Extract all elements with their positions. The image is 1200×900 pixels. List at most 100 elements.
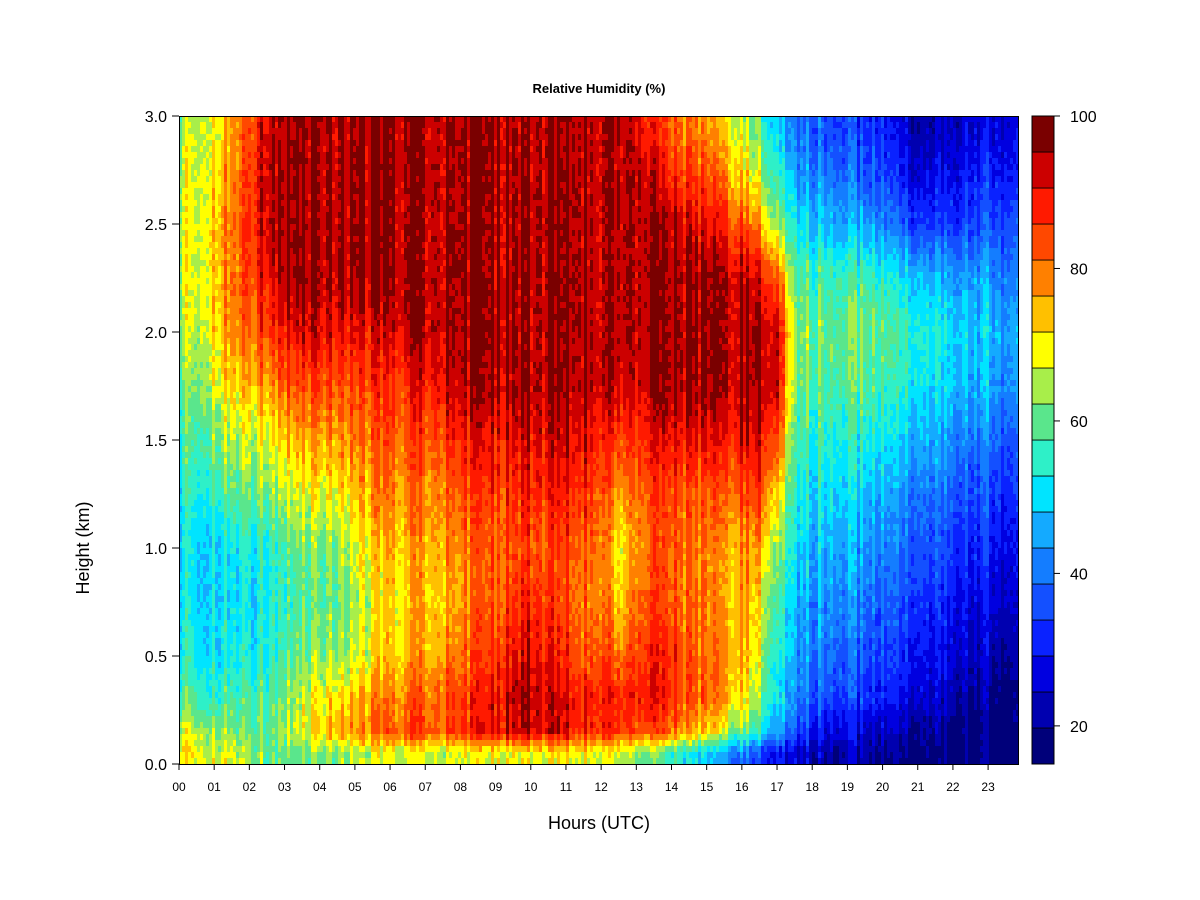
heatmap-cell [209,626,213,633]
heatmap-cell [311,320,315,327]
heatmap-cell [182,404,186,411]
heatmap-cell [215,722,219,729]
heatmap-cell [260,146,264,153]
heatmap-cell [317,134,321,141]
heatmap-cell [239,428,243,435]
heatmap-cell [296,296,300,303]
heatmap-cell [215,164,219,171]
heatmap-cell [278,368,282,375]
heatmap-cell [209,704,213,711]
heatmap-cell [239,248,243,255]
heatmap-cell [215,632,219,639]
heatmap-cell [257,590,261,597]
heatmap-cell [221,224,225,231]
heatmap-cell [305,404,309,411]
heatmap-cell [221,314,225,321]
heatmap-cell [221,512,225,519]
heatmap-cell [245,608,249,615]
heatmap-cell [224,170,228,177]
heatmap-cell [203,176,207,183]
heatmap-cell [272,614,276,621]
heatmap-cell [251,494,255,501]
heatmap-cell [209,218,213,225]
heatmap-cell [254,698,258,705]
heatmap-cell [206,158,210,165]
heatmap-cell [245,638,249,645]
heatmap-cell [188,116,192,123]
heatmap-cell [191,734,195,741]
heatmap-cell [200,698,204,705]
heatmap-cell [272,380,276,387]
heatmap-cell [212,710,216,717]
heatmap-cell [254,218,258,225]
heatmap-cell [266,572,270,579]
heatmap-cell [287,254,291,261]
heatmap-cell [260,506,264,513]
heatmap-cell [278,722,282,729]
heatmap-cell [230,740,234,747]
heatmap-cell [209,698,213,705]
heatmap-cell [230,698,234,705]
heatmap-cell [233,128,237,135]
heatmap-cell [305,200,309,207]
heatmap-cell [314,512,318,519]
heatmap-cell [248,296,252,303]
heatmap-cell [215,608,219,615]
heatmap-cell [239,434,243,441]
heatmap-cell [281,716,285,723]
heatmap-cell [200,248,204,255]
heatmap-cell [203,536,207,543]
heatmap-cell [239,740,243,747]
heatmap-cell [221,686,225,693]
heatmap-cell [200,302,204,309]
heatmap-cell [182,746,186,753]
heatmap-cell [269,170,273,177]
heatmap-cell [263,518,267,525]
heatmap-cell [263,296,267,303]
heatmap-cell [287,536,291,543]
heatmap-cell [200,296,204,303]
heatmap-cell [182,560,186,567]
heatmap-cell [218,680,222,687]
heatmap-cell [230,428,234,435]
heatmap-cell [284,338,288,345]
heatmap-cell [203,728,207,735]
heatmap-cell [293,590,297,597]
heatmap-cell [311,236,315,243]
heatmap-cell [311,554,315,561]
heatmap-cell [314,290,318,297]
heatmap-cell [203,386,207,393]
heatmap-cell [290,344,294,351]
heatmap-cell [254,662,258,669]
heatmap-cell [209,398,213,405]
heatmap-cell [215,458,219,465]
heatmap-cell [302,164,306,171]
heatmap-cell [287,644,291,651]
heatmap-cell [224,536,228,543]
heatmap-cell [308,344,312,351]
heatmap-cell [311,722,315,729]
heatmap-cell [236,194,240,201]
heatmap-cell [245,572,249,579]
heatmap-cell [200,230,204,237]
heatmap-cell [191,386,195,393]
heatmap-cell [302,440,306,447]
heatmap-cell [215,746,219,753]
heatmap-cell [260,536,264,543]
heatmap-cell [233,266,237,273]
heatmap-cell [284,722,288,729]
heatmap-cell [290,410,294,417]
heatmap-cell [260,638,264,645]
heatmap-cell [218,296,222,303]
heatmap-cell [191,122,195,129]
heatmap-cell [194,668,198,675]
heatmap-cell [263,506,267,513]
heatmap-cell [281,200,285,207]
heatmap-cell [314,326,318,333]
heatmap-cell [221,152,225,159]
heatmap-cell [272,362,276,369]
heatmap-cell [254,518,258,525]
heatmap-cell [245,350,249,357]
heatmap-cell [272,518,276,525]
heatmap-cell [284,482,288,489]
